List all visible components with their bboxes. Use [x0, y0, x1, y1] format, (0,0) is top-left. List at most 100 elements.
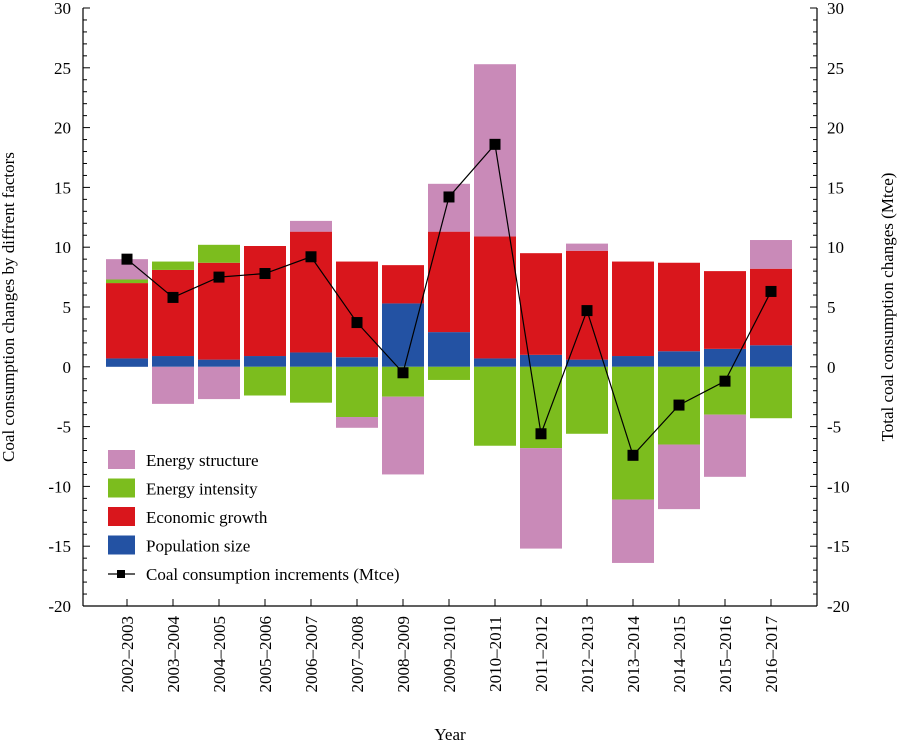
bar-economic-growth-0 — [106, 283, 148, 359]
bar-population-size-3 — [244, 356, 286, 367]
line-point-4 — [305, 251, 317, 263]
bar-population-size-11 — [612, 356, 654, 367]
bar-economic-growth-12 — [658, 262, 700, 352]
bar-population-size-9 — [520, 354, 562, 367]
y-tick-label-right: 30 — [827, 0, 844, 18]
y-tick-label-left: 30 — [54, 0, 71, 18]
y-tick-label-right: -20 — [827, 597, 850, 616]
bar-energy-structure-6 — [382, 396, 424, 475]
line-point-6 — [397, 367, 409, 379]
line-point-2 — [213, 271, 225, 283]
y-tick-label-left: 0 — [63, 358, 72, 377]
bar-population-size-7 — [428, 332, 470, 367]
y-tick-label-left: 15 — [54, 178, 71, 197]
x-tick-label: 2008–2009 — [394, 616, 413, 693]
y-tick-label-right: 0 — [827, 358, 836, 377]
y-tick-label-left: -10 — [48, 477, 71, 496]
bar-energy-structure-11 — [612, 499, 654, 563]
bar-economic-growth-8 — [474, 236, 516, 359]
y-tick-label-left: 20 — [54, 119, 71, 138]
line-point-11 — [627, 449, 639, 461]
y-tick-label-right: 5 — [827, 298, 836, 317]
y-tick-label-left: 10 — [54, 238, 71, 257]
bar-energy-intensity-0 — [106, 279, 148, 284]
x-tick-label: 2004–2005 — [210, 616, 229, 693]
bar-economic-growth-6 — [382, 265, 424, 304]
y-tick-label-right: 15 — [827, 178, 844, 197]
line-point-9 — [535, 428, 547, 440]
x-tick-label: 2002–2003 — [118, 616, 137, 693]
line-point-10 — [581, 305, 593, 317]
y-tick-label-left: 5 — [63, 298, 72, 317]
legend-label-4: Coal consumption increments (Mtce) — [146, 565, 400, 584]
bar-energy-intensity-1 — [152, 261, 194, 270]
bar-economic-growth-7 — [428, 231, 470, 333]
bar-economic-growth-5 — [336, 261, 378, 358]
x-tick-label: 2009–2010 — [440, 616, 459, 693]
line-point-5 — [351, 317, 363, 329]
bar-energy-intensity-11 — [612, 366, 654, 500]
legend-swatch-3 — [108, 535, 135, 555]
x-tick-label: 2015–2016 — [716, 616, 735, 693]
line-point-1 — [167, 291, 179, 303]
line-point-13 — [719, 375, 731, 387]
bar-economic-growth-14 — [750, 268, 792, 346]
y-axis-title-right: Total coal consumption changes (Mtce) — [878, 173, 897, 442]
bar-population-size-14 — [750, 345, 792, 367]
x-axis-title: Year — [434, 725, 466, 742]
y-tick-label-right: 20 — [827, 119, 844, 138]
bar-energy-intensity-14 — [750, 366, 792, 419]
bar-energy-structure-9 — [520, 448, 562, 549]
bar-population-size-2 — [198, 359, 240, 367]
bar-population-size-0 — [106, 358, 148, 367]
y-tick-label-left: -15 — [48, 537, 71, 556]
y-tick-label-right: -5 — [827, 418, 841, 437]
y-tick-label-right: -15 — [827, 537, 850, 556]
x-tick-label: 2003–2004 — [164, 616, 183, 693]
bar-energy-structure-13 — [704, 414, 746, 477]
legend-label-1: Energy intensity — [146, 480, 258, 499]
y-tick-label-left: 25 — [54, 59, 71, 78]
bar-energy-structure-2 — [198, 366, 240, 400]
y-tick-label-right: -10 — [827, 477, 850, 496]
bar-population-size-8 — [474, 358, 516, 367]
bar-population-size-12 — [658, 351, 700, 367]
bar-energy-intensity-10 — [566, 366, 608, 434]
line-point-14 — [765, 285, 777, 297]
bar-population-size-6 — [382, 303, 424, 367]
bar-population-size-5 — [336, 357, 378, 367]
bar-energy-intensity-4 — [290, 366, 332, 403]
bar-energy-intensity-3 — [244, 366, 286, 396]
bar-energy-structure-14 — [750, 240, 792, 269]
legend-swatch-2 — [108, 507, 135, 526]
x-tick-label: 2007–2008 — [348, 616, 367, 693]
bar-population-size-13 — [704, 348, 746, 367]
bar-energy-structure-4 — [290, 220, 332, 232]
line-point-8 — [489, 138, 501, 150]
x-tick-label: 2011–2012 — [532, 616, 551, 692]
bar-population-size-4 — [290, 352, 332, 367]
x-tick-label: 2012–2013 — [578, 616, 597, 693]
bar-energy-structure-5 — [336, 417, 378, 428]
bar-energy-intensity-8 — [474, 366, 516, 446]
line-point-7 — [443, 191, 455, 203]
y-axis-title-left: Coal consumption changes by diffrent fac… — [0, 152, 18, 462]
legend-label-0: Energy structure — [146, 451, 259, 470]
x-tick-label: 2013–2014 — [624, 616, 643, 693]
bar-population-size-1 — [152, 356, 194, 367]
bar-economic-growth-9 — [520, 253, 562, 355]
x-tick-label: 2014–2015 — [670, 616, 689, 693]
bar-energy-intensity-7 — [428, 366, 470, 380]
bar-energy-structure-12 — [658, 444, 700, 510]
line-point-12 — [673, 399, 685, 411]
bar-economic-growth-11 — [612, 261, 654, 357]
legend-label-3: Population size — [146, 537, 250, 556]
x-tick-label: 2016–2017 — [762, 616, 781, 693]
bar-energy-intensity-5 — [336, 366, 378, 418]
bar-energy-structure-0 — [106, 259, 148, 280]
line-point-3 — [259, 268, 271, 280]
legend-swatch-1 — [108, 478, 135, 498]
bar-energy-intensity-2 — [198, 244, 240, 263]
